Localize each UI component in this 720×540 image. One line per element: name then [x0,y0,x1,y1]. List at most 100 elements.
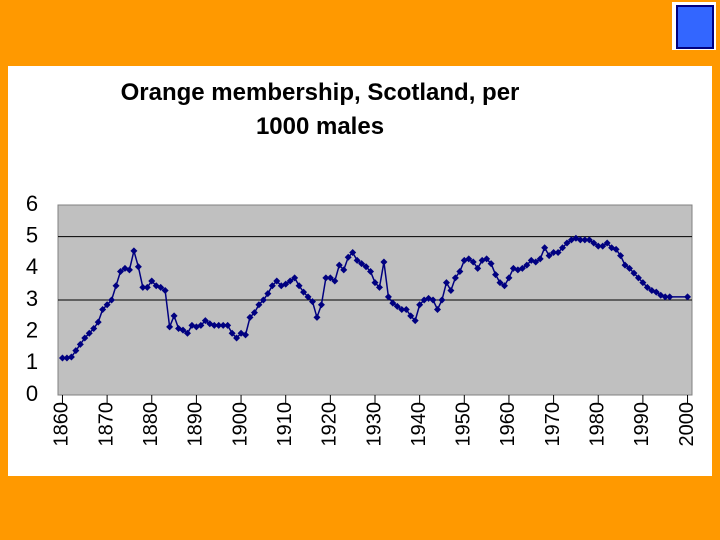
data-point [300,288,308,296]
data-point [90,325,98,332]
data-point [255,301,263,309]
data-point [621,261,629,269]
y-tick-label: 6 [26,191,38,216]
data-point [358,260,366,268]
x-tick-label: 1910 [274,402,296,447]
x-tick-label: 1980 [587,402,609,447]
data-point [496,279,504,287]
data-point [197,321,205,329]
data-point [362,263,370,271]
data-point [429,296,437,304]
data-point [166,323,174,331]
data-point [170,312,178,320]
data-point [375,283,383,291]
data-point [242,331,250,339]
data-point [58,354,66,362]
data-point [541,244,549,252]
data-point [313,313,321,321]
data-point [411,317,419,325]
x-tick-label: 1990 [631,402,653,447]
data-point [259,296,267,304]
data-point [282,280,290,288]
data-point [322,274,330,282]
data-point [139,283,147,291]
data-point [94,318,102,326]
x-tick-label: 1880 [140,402,162,447]
y-tick-label: 4 [26,254,38,279]
data-point [639,279,647,287]
data-point [76,340,84,348]
data-point [684,293,692,301]
data-point [532,258,540,266]
data-point [505,274,513,282]
y-tick-label: 5 [26,222,38,247]
data-point [380,258,388,266]
data-point [612,245,620,253]
data-point [183,329,191,337]
y-tick-label: 0 [26,381,38,406]
data-point [228,329,236,337]
data-point [536,255,544,263]
x-tick-label: 1930 [363,402,385,447]
y-tick-label: 1 [26,349,38,374]
data-point [434,306,442,313]
data-point [384,293,392,301]
data-point [634,274,642,282]
data-point [576,236,584,244]
data-point [483,255,491,263]
data-point [474,264,482,272]
data-point [590,239,598,247]
data-point [500,282,508,290]
data-point [134,263,142,271]
data-point [442,279,450,287]
data-point [451,274,459,282]
corner-button[interactable] [676,5,714,49]
data-point [465,255,473,263]
data-point [603,239,611,247]
data-point [233,334,241,342]
data-point [250,309,258,317]
data-point [389,299,397,307]
data-point [371,279,379,287]
x-tick-label: 1970 [542,402,564,447]
data-point [291,274,299,282]
data-point [335,261,343,269]
data-point [264,290,272,298]
data-point [554,249,562,256]
data-point [286,277,294,285]
data-point [219,321,227,329]
data-point [67,353,75,361]
data-point [393,302,401,310]
data-point [210,321,218,329]
data-point [326,274,334,282]
data-point [112,282,120,290]
data-point [581,236,589,244]
x-tick-label: 1870 [95,402,117,447]
data-point [125,266,133,274]
data-point [585,236,593,244]
chart-title: Orange membership, Scotland, per 1000 ma… [120,79,520,140]
data-point [63,354,71,362]
data-point [469,258,477,266]
data-point [344,253,352,261]
data-point [599,242,607,250]
data-point [492,271,500,279]
data-point [317,301,325,309]
data-point [215,321,223,329]
data-point [157,283,165,291]
data-point [661,293,669,301]
data-point [130,247,138,255]
data-point [438,296,446,304]
data-point [201,317,209,325]
data-point [617,252,625,260]
x-tick-label: 1920 [319,402,341,447]
x-tick-label: 1940 [408,402,430,447]
data-point [666,293,674,301]
data-point [85,329,93,337]
data-point [559,244,567,252]
data-point [143,283,151,291]
data-point [246,313,254,321]
data-point [99,306,107,313]
